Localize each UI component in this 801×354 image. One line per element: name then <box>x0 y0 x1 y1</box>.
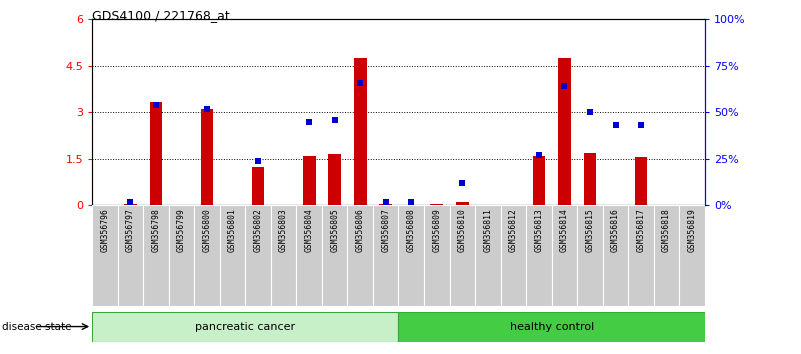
Bar <box>424 205 449 306</box>
Bar <box>296 205 322 306</box>
Bar <box>303 156 316 205</box>
Bar <box>584 153 597 205</box>
Bar <box>603 205 628 306</box>
Bar <box>143 205 169 306</box>
Text: GDS4100 / 221768_at: GDS4100 / 221768_at <box>92 9 230 22</box>
Bar <box>533 156 545 205</box>
Bar <box>399 312 705 342</box>
Bar <box>558 58 571 205</box>
Bar <box>628 205 654 306</box>
Text: GSM356811: GSM356811 <box>483 209 493 252</box>
Bar <box>245 205 271 306</box>
Bar <box>252 167 264 205</box>
Text: GSM356803: GSM356803 <box>279 209 288 252</box>
Text: GSM356810: GSM356810 <box>458 209 467 252</box>
Text: GSM356816: GSM356816 <box>611 209 620 252</box>
Bar <box>150 102 163 205</box>
Bar <box>219 205 245 306</box>
Bar <box>456 202 469 205</box>
Bar <box>634 157 647 205</box>
Text: GSM356808: GSM356808 <box>407 209 416 252</box>
Bar <box>354 58 367 205</box>
Text: GSM356801: GSM356801 <box>228 209 237 252</box>
Bar <box>679 205 705 306</box>
Text: GSM356819: GSM356819 <box>687 209 697 252</box>
Bar <box>501 205 526 306</box>
Bar <box>430 204 443 205</box>
Bar <box>380 204 392 205</box>
Bar <box>475 205 501 306</box>
Text: GSM356806: GSM356806 <box>356 209 364 252</box>
Bar <box>399 205 424 306</box>
Bar <box>348 205 373 306</box>
Bar <box>373 205 399 306</box>
Bar <box>322 205 348 306</box>
Text: GSM356809: GSM356809 <box>433 209 441 252</box>
Text: GSM356812: GSM356812 <box>509 209 518 252</box>
Bar <box>654 205 679 306</box>
Text: GSM356799: GSM356799 <box>177 209 186 252</box>
Bar <box>92 205 118 306</box>
Bar <box>200 109 213 205</box>
Text: ■: ■ <box>92 353 104 354</box>
Bar <box>526 205 552 306</box>
Bar <box>92 312 399 342</box>
Bar <box>552 205 578 306</box>
Bar <box>578 205 602 306</box>
Bar <box>271 205 296 306</box>
Text: GSM356807: GSM356807 <box>381 209 390 252</box>
Bar <box>328 154 341 205</box>
Text: healthy control: healthy control <box>509 321 594 332</box>
Bar <box>124 204 137 205</box>
Text: GSM356814: GSM356814 <box>560 209 569 252</box>
Text: GSM356797: GSM356797 <box>126 209 135 252</box>
Text: GSM356817: GSM356817 <box>637 209 646 252</box>
Text: GSM356798: GSM356798 <box>151 209 160 252</box>
Text: GSM356805: GSM356805 <box>330 209 339 252</box>
Text: GSM356796: GSM356796 <box>100 209 110 252</box>
Text: GSM356800: GSM356800 <box>203 209 211 252</box>
Bar <box>118 205 143 306</box>
Bar <box>169 205 195 306</box>
Text: GSM356802: GSM356802 <box>254 209 263 252</box>
Text: disease state: disease state <box>2 321 71 332</box>
Bar <box>195 205 219 306</box>
Text: pancreatic cancer: pancreatic cancer <box>195 321 296 332</box>
Text: GSM356804: GSM356804 <box>304 209 314 252</box>
Text: GSM356815: GSM356815 <box>586 209 594 252</box>
Text: GSM356818: GSM356818 <box>662 209 671 252</box>
Text: GSM356813: GSM356813 <box>534 209 543 252</box>
Bar <box>449 205 475 306</box>
